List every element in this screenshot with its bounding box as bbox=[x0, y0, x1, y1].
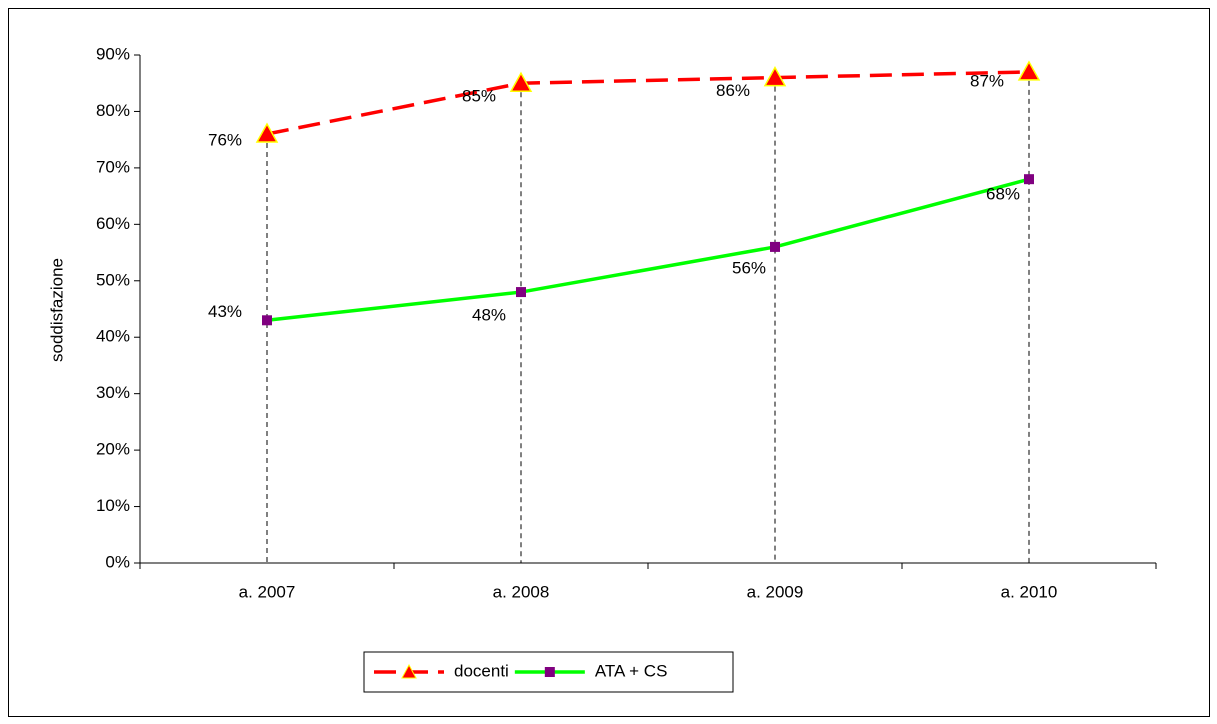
data-label: 48% bbox=[472, 306, 506, 325]
marker bbox=[1024, 174, 1034, 185]
y-tick-label: 30% bbox=[96, 383, 130, 402]
y-tick-label: 70% bbox=[96, 157, 130, 176]
marker bbox=[262, 315, 272, 326]
data-label: 43% bbox=[208, 302, 242, 321]
series-line bbox=[266, 70, 1030, 136]
y-tick-label: 80% bbox=[96, 101, 130, 120]
marker bbox=[255, 122, 279, 143]
y-tick-label: 60% bbox=[96, 214, 130, 233]
marker bbox=[516, 287, 526, 298]
legend-marker bbox=[401, 663, 417, 679]
x-tick-label: a. 2009 bbox=[747, 582, 804, 601]
data-label: 76% bbox=[208, 131, 242, 150]
data-label: 86% bbox=[716, 81, 750, 100]
marker bbox=[509, 71, 533, 92]
data-label: 56% bbox=[732, 258, 766, 277]
x-tick-label: a. 2007 bbox=[239, 582, 296, 601]
marker bbox=[1017, 60, 1041, 81]
y-tick-label: 40% bbox=[96, 327, 130, 346]
x-tick-label: a. 2010 bbox=[1001, 582, 1058, 601]
y-tick-label: 20% bbox=[96, 440, 130, 459]
y-tick-label: 0% bbox=[105, 552, 130, 571]
legend-label: ATA + CS bbox=[595, 661, 668, 680]
y-tick-label: 90% bbox=[96, 44, 130, 63]
data-label: 87% bbox=[970, 71, 1004, 90]
marker bbox=[770, 241, 780, 252]
data-label: 68% bbox=[986, 185, 1020, 204]
legend-label: docenti bbox=[454, 661, 509, 680]
y-tick-label: 50% bbox=[96, 270, 130, 289]
marker bbox=[763, 66, 787, 87]
y-axis-label: soddisfazione bbox=[47, 258, 66, 362]
data-label: 85% bbox=[462, 87, 496, 106]
series-line bbox=[266, 177, 1030, 323]
x-tick-label: a. 2008 bbox=[493, 582, 550, 601]
legend-marker bbox=[544, 667, 555, 677]
chart-frame bbox=[8, 8, 1210, 717]
y-tick-label: 10% bbox=[96, 496, 130, 515]
